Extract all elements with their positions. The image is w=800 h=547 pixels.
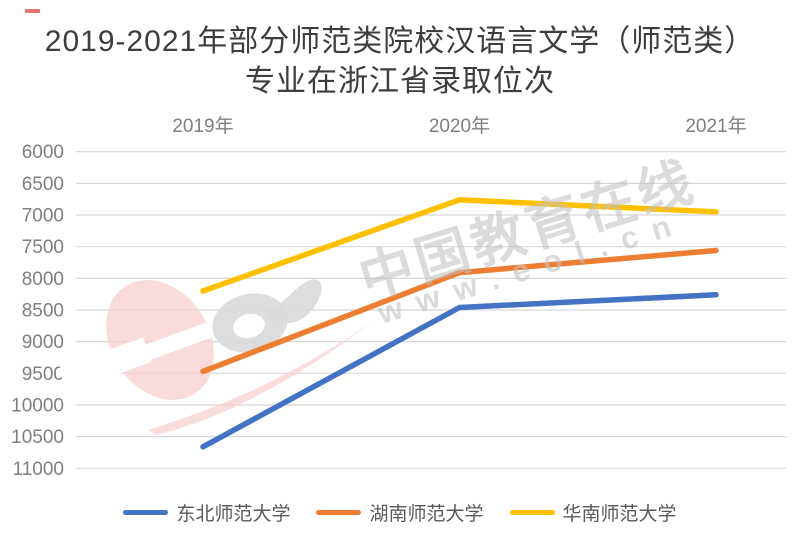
eol-logo-l-shape <box>266 279 322 324</box>
eol-logo-watermark <box>58 279 370 435</box>
svg-text:7500: 7500 <box>22 237 64 258</box>
chart-legend: 东北师范大学 湖南师范大学 华南师范大学 <box>0 499 800 526</box>
svg-text:10000: 10000 <box>11 395 64 416</box>
svg-text:7000: 7000 <box>22 206 64 227</box>
svg-text:9000: 9000 <box>22 332 64 353</box>
x-axis-labels: 2019年 2020年 2021年 <box>172 115 746 137</box>
legend-item-huanan: 华南师范大学 <box>509 499 677 526</box>
legend-line-swatch-blue <box>123 510 169 515</box>
svg-text:2020年: 2020年 <box>429 115 490 137</box>
legend-item-dongbei: 东北师范大学 <box>123 499 290 526</box>
svg-text:9500: 9500 <box>22 364 64 385</box>
y-axis-labels: 6000 6500 7000 7500 8000 8500 9000 9500 10000 105… <box>11 142 64 480</box>
chart-title-line1: 2019-2021年部分师范类院校汉语言文学（师范类） <box>44 25 756 58</box>
svg-text:8500: 8500 <box>22 301 64 322</box>
red-corner-mark <box>25 9 40 13</box>
svg-text:6000: 6000 <box>22 142 64 163</box>
svg-text:8000: 8000 <box>22 269 64 290</box>
legend-item-hunan: 湖南师范大学 <box>316 499 484 526</box>
chart-title-line2: 专业在浙江省录取位次 <box>245 65 555 98</box>
svg-text:11000: 11000 <box>13 459 64 480</box>
eol-logo-o-shape <box>212 293 288 353</box>
svg-text:6500: 6500 <box>22 174 64 195</box>
eol-logo-swoosh <box>148 323 370 435</box>
legend-label: 东北师范大学 <box>176 504 291 525</box>
legend-line-swatch-yellow <box>509 510 555 515</box>
eol-logo-e-shape <box>58 280 239 400</box>
legend-label: 湖南师范大学 <box>369 504 484 525</box>
series-lines <box>200 197 719 450</box>
svg-text:2021年: 2021年 <box>685 115 746 137</box>
chart-title: 2019-2021年部分师范类院校汉语言文学（师范类） 专业在浙江省录取位次 <box>0 22 800 102</box>
svg-text:2019年: 2019年 <box>172 115 233 137</box>
legend-label: 华南师范大学 <box>562 504 677 525</box>
legend-line-swatch-orange <box>316 510 362 515</box>
svg-text:10500: 10500 <box>11 427 64 448</box>
